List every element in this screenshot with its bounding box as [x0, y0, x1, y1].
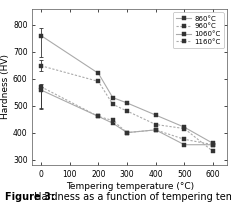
960°C	[182, 127, 185, 130]
Text: Hardness as a function of tempering temperature.: Hardness as a function of tempering temp…	[31, 192, 231, 202]
Line: 860°C: 860°C	[39, 34, 214, 145]
860°C	[211, 142, 213, 145]
1060°C	[154, 129, 156, 131]
860°C	[97, 72, 99, 75]
1160°C	[40, 85, 42, 88]
860°C	[111, 96, 114, 99]
Line: 1060°C: 1060°C	[39, 88, 214, 147]
960°C	[97, 80, 99, 83]
960°C	[111, 103, 114, 106]
1060°C	[182, 143, 185, 146]
Line: 1160°C: 1160°C	[39, 85, 214, 147]
1060°C	[111, 122, 114, 125]
860°C	[154, 114, 156, 116]
Y-axis label: Hardness (HV): Hardness (HV)	[1, 54, 10, 119]
Text: Figure 3:: Figure 3:	[5, 192, 54, 202]
1060°C	[40, 89, 42, 91]
860°C	[125, 102, 128, 104]
1060°C	[97, 115, 99, 118]
960°C	[40, 64, 42, 67]
1160°C	[154, 129, 156, 131]
1160°C	[182, 138, 185, 141]
960°C	[125, 110, 128, 112]
1160°C	[97, 115, 99, 118]
1160°C	[211, 143, 213, 146]
960°C	[211, 150, 213, 153]
1160°C	[111, 119, 114, 122]
X-axis label: Tempering temperature (°C): Tempering temperature (°C)	[66, 182, 193, 191]
1160°C	[125, 131, 128, 134]
1060°C	[125, 131, 128, 134]
Line: 960°C: 960°C	[39, 64, 214, 154]
Legend: 860°C, 960°C, 1060°C, 1160°C: 860°C, 960°C, 1060°C, 1160°C	[172, 12, 223, 48]
860°C	[40, 34, 42, 37]
960°C	[154, 123, 156, 126]
1060°C	[211, 143, 213, 146]
860°C	[182, 126, 185, 128]
